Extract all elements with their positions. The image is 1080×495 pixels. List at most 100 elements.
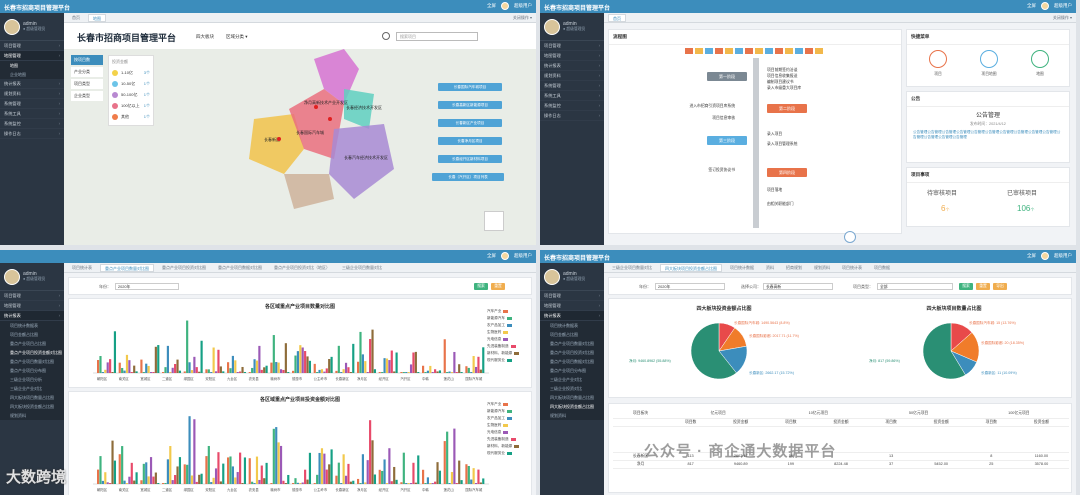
project-icon[interactable]	[929, 50, 947, 68]
project-marker[interactable]	[277, 137, 281, 141]
filter-by-count[interactable]: 按项目数	[71, 55, 103, 65]
legend-item[interactable]: 新能源汽车	[487, 409, 519, 414]
user-menu[interactable]: 超级用户	[514, 3, 532, 8]
tab[interactable]: 重点产业项目数量对比图	[100, 263, 154, 272]
region-map[interactable]: 长春新区 净月高新技术产业开发区 长春经济技术开发区 长春汽车经济技术开发区 长…	[234, 49, 434, 219]
user-menu[interactable]: 超级用户	[514, 253, 532, 258]
submenu-item[interactable]: 项目金额占比图	[0, 330, 64, 339]
submenu-item[interactable]: 四大板块投资金额占比图	[0, 402, 64, 411]
tab-close-ops[interactable]: 关闭操作 ▾	[512, 14, 532, 20]
quick-label[interactable]: 项目地图	[981, 72, 997, 76]
submenu-item[interactable]: 重点产业项目数量对比图	[540, 339, 604, 348]
menu-item[interactable]: 系统监控	[540, 101, 604, 111]
project-marker[interactable]	[328, 117, 332, 121]
legend-item[interactable]: 生物医药	[487, 330, 519, 335]
tab[interactable]: 项目统计表	[842, 264, 862, 270]
submenu-item[interactable]: 三级企业项目分析	[0, 375, 64, 384]
year-select[interactable]: 2020年	[115, 283, 179, 290]
submenu-item[interactable]: 项目统计数据表	[540, 321, 604, 330]
menu-item[interactable]: 规划资料	[0, 89, 64, 99]
menu-item[interactable]: 项目管理	[0, 41, 64, 51]
menu-item[interactable]: 项目管理	[0, 291, 64, 301]
map-icon[interactable]	[1031, 50, 1049, 68]
menu-item[interactable]: 地图管理	[540, 301, 604, 311]
legend-item[interactable]: 农产品加工	[487, 416, 519, 421]
table-row[interactable]: 长春新区 113 2662.17 59 13 8 1160.00	[613, 452, 1069, 461]
avatar[interactable]	[501, 252, 509, 260]
submenu-item[interactable]: 重点产业项目分布图	[0, 366, 64, 375]
filter-company-type[interactable]: 企业类型	[71, 91, 103, 101]
tab[interactable]: 招商规划	[786, 264, 802, 270]
menu-item[interactable]: 系统管理	[0, 99, 64, 109]
menu-item[interactable]: 统计报表	[540, 311, 604, 321]
menu-item[interactable]: 操作日志	[0, 129, 64, 139]
project-button[interactable]: 长春（汽开区）项目列表	[432, 173, 504, 181]
tab-close-ops[interactable]: 关闭操作 ▾	[1052, 14, 1072, 20]
submenu-item[interactable]: 重点产业项目占比图	[0, 339, 64, 348]
table-row[interactable]: 净月 817 9460.89 199 8224.48 37 5452.00 25 3578.00	[613, 460, 1069, 469]
tab[interactable]: 重点产业项目数据对比图	[218, 264, 262, 270]
submenu-item[interactable]: 规划资料	[540, 411, 604, 420]
legend-item[interactable]: 光电信息	[487, 337, 519, 342]
flow-step[interactable]: 第一阶段	[707, 72, 747, 81]
project-marker[interactable]	[314, 105, 318, 109]
quick-label[interactable]: 地图	[1036, 72, 1044, 76]
legend-item[interactable]: 生物医药	[487, 423, 519, 428]
legend-item[interactable]: 现代服务业	[487, 358, 519, 363]
region-shape[interactable]	[329, 124, 394, 199]
project-map-icon[interactable]	[980, 50, 998, 68]
tab[interactable]: 三级企业项目数量对比	[612, 264, 652, 270]
tab[interactable]: 三级企业项目数量对比	[342, 264, 382, 270]
menu-item[interactable]: 统计报表	[0, 311, 64, 321]
region-shape[interactable]	[344, 89, 374, 129]
reset-button[interactable]: 重置	[976, 283, 990, 290]
submenu-item[interactable]: 项目金额占比图	[540, 330, 604, 339]
project-button[interactable]: 长春净月区项目	[438, 137, 502, 145]
search-button[interactable]: 搜索	[474, 283, 488, 290]
nav-region-type[interactable]: 区域分类 ▾	[226, 34, 248, 39]
quick-label[interactable]: 项目	[934, 72, 942, 76]
submenu-item[interactable]: 规划资料	[0, 411, 64, 420]
tab[interactable]: 重点产业项目投资对比（地区）	[274, 264, 330, 270]
submenu-item[interactable]: 三级企业产业对比	[0, 384, 64, 393]
reset-button[interactable]: 重置	[491, 283, 505, 290]
menu-item[interactable]: 地图管理	[540, 51, 604, 61]
company-select[interactable]: 长春高新	[763, 283, 833, 290]
nav-four-sectors[interactable]: 四大板块	[196, 34, 214, 39]
tab-home[interactable]: 首页	[72, 14, 80, 20]
legend-item[interactable]: 新材料、新能源	[487, 351, 520, 356]
project-button[interactable]: 长春经开区新材料项目	[438, 155, 502, 163]
tab-home[interactable]: 首页	[608, 13, 626, 22]
filter-project-type[interactable]: 项目类型	[71, 79, 103, 89]
submenu-item[interactable]: 四大板块项目数量占比图	[540, 393, 604, 402]
fullscreen-button[interactable]: 全屏	[487, 3, 496, 8]
menu-item[interactable]: 系统工具	[540, 91, 604, 101]
pie-chart-amount[interactable]	[689, 321, 749, 381]
menu-item[interactable]: 规划资料	[540, 71, 604, 81]
minimap-thumbnail[interactable]	[484, 211, 504, 231]
region-shape[interactable]	[249, 114, 304, 174]
search-icon[interactable]	[382, 32, 390, 40]
menu-item[interactable]: 项目管理	[540, 291, 604, 301]
tab[interactable]: 项目数据	[874, 264, 890, 270]
legend-item[interactable]: 新能源汽车	[487, 316, 519, 321]
legend-row[interactable]: 其他 1个	[112, 111, 150, 122]
legend-row[interactable]: 10-50亿 1个	[112, 78, 150, 89]
project-button[interactable]: 长春新区产业项目	[438, 119, 502, 127]
bar-chart-amount[interactable]: 朝阳区 南关区 宽城区 二道区 绿园区 双阳区 九台区 农安县 榆树市 德惠市 公主岭市 长春新区 净月…	[93, 406, 493, 494]
menu-item[interactable]: 操作日志	[540, 111, 604, 121]
notice-heading[interactable]: 公告管理	[975, 113, 1000, 119]
bar-chart-count[interactable]: 朝阳区 南关区 宽城区 二道区 绿园区 双阳区 九台区 农安县 榆树市 德惠市 公主岭市 长春新区 净月…	[93, 313, 493, 383]
search-input[interactable]: 搜索项目	[396, 32, 478, 41]
tab-map[interactable]: 地图	[88, 13, 106, 22]
legend-item[interactable]: 汽车产业	[487, 402, 519, 407]
legend-item[interactable]: 新材料、新能源	[487, 444, 520, 449]
menu-item[interactable]: 系统管理	[540, 81, 604, 91]
pie-chart-count[interactable]	[921, 321, 981, 381]
fullscreen-button[interactable]: 全屏	[1027, 3, 1036, 8]
export-button[interactable]: 导出	[993, 283, 1007, 290]
tab[interactable]: 资料	[766, 264, 774, 270]
flow-step[interactable]: 第三阶段	[707, 136, 747, 145]
region-shape[interactable]	[289, 89, 344, 159]
region-shape[interactable]	[284, 174, 334, 209]
